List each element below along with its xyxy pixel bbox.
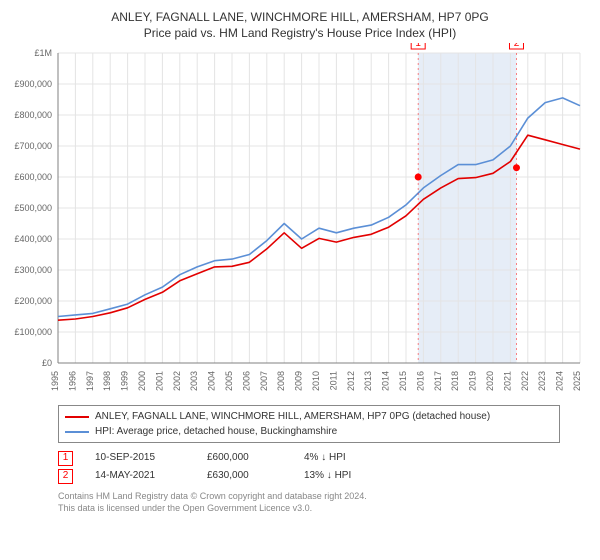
svg-text:2020: 2020 [485, 371, 495, 391]
footer: Contains HM Land Registry data © Crown c… [58, 491, 560, 514]
svg-text:2021: 2021 [502, 371, 512, 391]
svg-text:£300,000: £300,000 [14, 265, 52, 275]
sale-row: 1 10-SEP-2015 £600,000 4% ↓ HPI [58, 449, 560, 467]
svg-text:2015: 2015 [398, 371, 408, 391]
sale-diff: 4% ↓ HPI [304, 449, 346, 467]
svg-text:1999: 1999 [120, 371, 130, 391]
svg-text:2023: 2023 [537, 371, 547, 391]
svg-text:2011: 2011 [328, 371, 338, 390]
sale-price: £600,000 [207, 449, 282, 467]
legend-item: ANLEY, FAGNALL LANE, WINCHMORE HILL, AME… [65, 409, 553, 424]
svg-text:£800,000: £800,000 [14, 110, 52, 120]
sale-marker-box: 2 [58, 469, 73, 484]
svg-text:£700,000: £700,000 [14, 141, 52, 151]
sales-list: 1 10-SEP-2015 £600,000 4% ↓ HPI 2 14-MAY… [58, 449, 560, 485]
svg-text:£500,000: £500,000 [14, 203, 52, 213]
legend-label: HPI: Average price, detached house, Buck… [95, 424, 337, 439]
svg-text:£100,000: £100,000 [14, 327, 52, 337]
svg-text:2009: 2009 [294, 371, 304, 391]
sale-price: £630,000 [207, 467, 282, 485]
price-chart: £0 £100,000 £200,000 £300,000 £400,000 £500,0… [10, 43, 600, 403]
chart-title-line-1: ANLEY, FAGNALL LANE, WINCHMORE HILL, AME… [10, 10, 590, 26]
svg-text:2006: 2006 [241, 371, 251, 391]
svg-text:£1M: £1M [34, 48, 52, 58]
svg-text:2004: 2004 [207, 371, 217, 391]
svg-text:2012: 2012 [346, 371, 356, 391]
svg-text:2016: 2016 [415, 371, 425, 391]
sale-diff: 13% ↓ HPI [304, 467, 351, 485]
svg-text:2018: 2018 [450, 371, 460, 391]
svg-text:1998: 1998 [102, 371, 112, 391]
legend-label: ANLEY, FAGNALL LANE, WINCHMORE HILL, AME… [95, 409, 490, 424]
chart-title-line-2: Price paid vs. HM Land Registry's House … [10, 26, 590, 42]
svg-text:1: 1 [415, 43, 421, 49]
svg-text:2013: 2013 [363, 371, 373, 391]
svg-text:£900,000: £900,000 [14, 79, 52, 89]
sale-date: 14-MAY-2021 [95, 467, 185, 485]
svg-text:2014: 2014 [381, 371, 391, 391]
svg-text:2008: 2008 [276, 371, 286, 391]
footer-line-1: Contains HM Land Registry data © Crown c… [58, 491, 560, 503]
svg-text:1996: 1996 [67, 371, 77, 391]
legend: ANLEY, FAGNALL LANE, WINCHMORE HILL, AME… [58, 405, 560, 443]
svg-text:2025: 2025 [572, 371, 582, 391]
svg-text:2022: 2022 [520, 371, 530, 391]
svg-text:£200,000: £200,000 [14, 296, 52, 306]
legend-item: HPI: Average price, detached house, Buck… [65, 424, 553, 439]
svg-text:2007: 2007 [259, 371, 269, 391]
svg-text:2002: 2002 [172, 371, 182, 391]
svg-text:2005: 2005 [224, 371, 234, 391]
svg-text:2001: 2001 [154, 371, 164, 391]
svg-text:£600,000: £600,000 [14, 172, 52, 182]
svg-text:2000: 2000 [137, 371, 147, 391]
sale-row: 2 14-MAY-2021 £630,000 13% ↓ HPI [58, 467, 560, 485]
svg-text:£400,000: £400,000 [14, 234, 52, 244]
svg-text:1995: 1995 [50, 371, 60, 391]
svg-text:2017: 2017 [433, 371, 443, 391]
svg-text:2019: 2019 [468, 371, 478, 391]
svg-text:2: 2 [514, 43, 520, 49]
svg-text:2024: 2024 [555, 371, 565, 391]
svg-text:£0: £0 [42, 358, 52, 368]
svg-text:2003: 2003 [189, 371, 199, 391]
svg-text:2010: 2010 [311, 371, 321, 391]
legend-swatch [65, 431, 89, 433]
sale-marker-box: 1 [58, 451, 73, 466]
sale-date: 10-SEP-2015 [95, 449, 185, 467]
svg-text:1997: 1997 [85, 371, 95, 391]
legend-swatch [65, 416, 89, 418]
footer-line-2: This data is licensed under the Open Gov… [58, 503, 560, 515]
